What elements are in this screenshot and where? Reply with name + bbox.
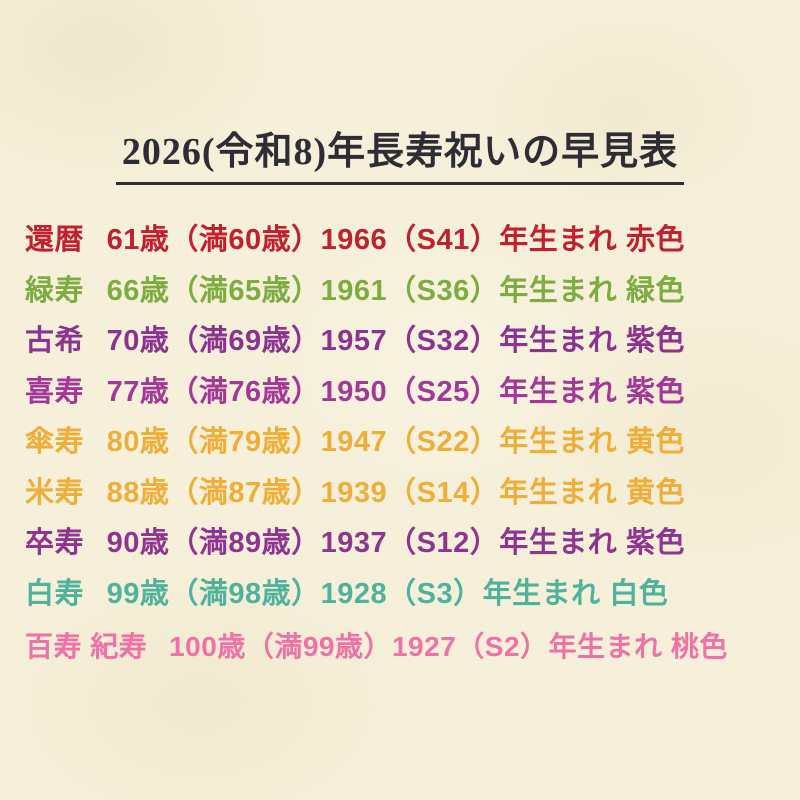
birth-year: 1947（S22）年生まれ	[320, 426, 618, 459]
row-hakuju: 白寿 99歳（満98歳） 1928（S3）年生まれ 白色	[25, 566, 795, 617]
birth-year: 1937（S12）年生まれ	[320, 527, 618, 560]
row-sotsuju: 卒寿 90歳（満89歳） 1937（S12）年生まれ 紫色	[25, 515, 795, 566]
celebration-age: 80歳（満79歳）	[106, 426, 321, 459]
celebration-name: 米寿	[25, 476, 85, 509]
row-koki: 古希 70歳（満69歳） 1957（S32）年生まれ 紫色	[25, 313, 795, 364]
celebration-name: 卒寿	[25, 527, 85, 560]
celebration-color-label: 緑色	[625, 274, 685, 307]
celebration-name: 緑寿	[25, 274, 85, 307]
celebration-age: 100歳（満99歳）	[169, 631, 392, 663]
celebration-age: 66歳（満65歳）	[106, 274, 321, 307]
row-sanju: 傘寿 80歳（満79歳） 1947（S22）年生まれ 黄色	[25, 414, 795, 465]
celebration-age: 90歳（満89歳）	[106, 527, 321, 560]
row-ryokuju: 緑寿 66歳（満65歳） 1961（S36）年生まれ 緑色	[25, 263, 795, 314]
page-title: 2026(令和8)年長寿祝いの早見表	[115, 120, 685, 185]
celebration-color-label: 赤色	[625, 224, 685, 257]
title-area: 2026(令和8)年長寿祝いの早見表	[0, 120, 800, 185]
celebration-age: 70歳（満69歳）	[106, 325, 321, 358]
row-hyakuju-kiju: 百寿 紀寿 100歳（満99歳） 1927（S2）年生まれ 桃色	[25, 620, 795, 671]
celebration-name: 喜寿	[25, 375, 85, 408]
birth-year: 1928（S3）年生まれ	[320, 577, 601, 610]
celebration-color-label: 紫色	[625, 325, 685, 358]
celebration-name: 古希	[25, 325, 85, 358]
birth-year: 1950（S25）年生まれ	[320, 375, 618, 408]
celebration-age: 99歳（満98歳）	[106, 577, 321, 610]
celebration-name: 傘寿	[25, 426, 85, 459]
celebration-name: 還暦	[25, 224, 85, 257]
celebration-age: 61歳（満60歳）	[106, 224, 321, 257]
birth-year: 1957（S32）年生まれ	[320, 325, 618, 358]
birth-year: 1927（S2）年生まれ	[391, 631, 663, 663]
celebration-color-label: 黄色	[625, 476, 685, 509]
celebration-color-label: 桃色	[670, 631, 728, 663]
celebration-color-label: 白色	[609, 577, 669, 610]
celebration-name: 百寿 紀寿	[25, 631, 148, 663]
celebration-age: 88歳（満87歳）	[106, 476, 321, 509]
celebration-name: 白寿	[25, 577, 85, 610]
longevity-table: 還暦 61歳（満60歳） 1966（S41）年生まれ 赤色 緑寿 66歳（満65…	[25, 212, 795, 671]
birth-year: 1961（S36）年生まれ	[320, 274, 618, 307]
row-kiju: 喜寿 77歳（満76歳） 1950（S25）年生まれ 紫色	[25, 364, 795, 415]
celebration-color-label: 紫色	[625, 375, 685, 408]
celebration-color-label: 紫色	[625, 527, 685, 560]
celebration-age: 77歳（満76歳）	[106, 375, 321, 408]
row-beiju: 米寿 88歳（満87歳） 1939（S14）年生まれ 黄色	[25, 465, 795, 516]
celebration-color-label: 黄色	[625, 426, 685, 459]
row-kanreki: 還暦 61歳（満60歳） 1966（S41）年生まれ 赤色	[25, 212, 795, 263]
birth-year: 1939（S14）年生まれ	[320, 476, 618, 509]
birth-year: 1966（S41）年生まれ	[320, 224, 618, 257]
